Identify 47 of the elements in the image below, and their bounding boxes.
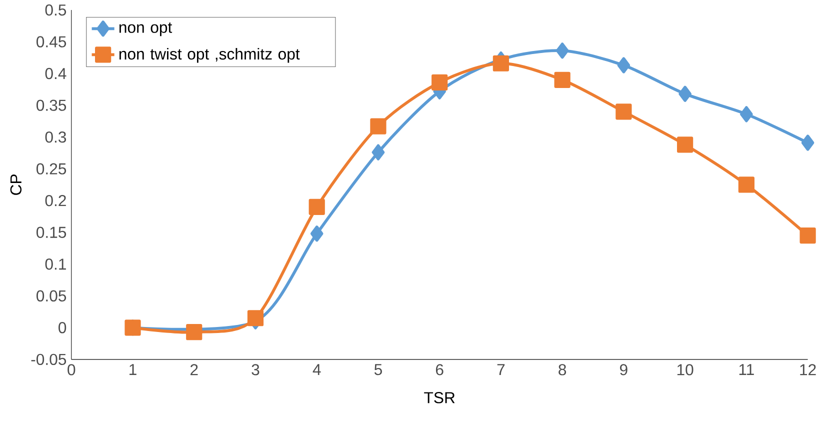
x-tick-label: 2: [190, 364, 198, 376]
x-tick-label: 1: [130, 364, 136, 375]
x-tick-label: 10: [677, 364, 694, 376]
x-tick-label: 3: [252, 364, 260, 376]
x-tick-label: 5: [374, 364, 382, 376]
y-tick-label: 0.5: [45, 4, 66, 16]
point: [492, 55, 510, 72]
y-tick-label: 0.1: [45, 258, 66, 270]
point: [432, 74, 448, 90]
y-tick-label: 0.25: [36, 163, 66, 174]
point: [186, 324, 202, 340]
legend-label: non twist opt ,schmitz opt: [119, 48, 300, 63]
point: [370, 118, 386, 134]
point: [738, 176, 754, 193]
x-tick-label: 11: [739, 364, 754, 375]
point: [556, 42, 569, 59]
legend-label: non opt: [119, 22, 172, 36]
x-tick-label: 4: [312, 364, 321, 375]
x-tick-label: 7: [497, 364, 505, 375]
point: [372, 144, 385, 160]
point: [308, 198, 325, 215]
y-tick-label: 0.35: [36, 100, 66, 111]
point: [801, 134, 814, 151]
point: [800, 227, 816, 244]
point: [740, 106, 753, 122]
x-tick-label: 6: [436, 364, 444, 376]
point: [677, 136, 694, 153]
x-tick-label: 0: [68, 364, 76, 376]
x-tick-label: 12: [800, 364, 816, 376]
y-tick-label: 0.4: [45, 68, 66, 80]
x-axis-title: TSR: [424, 392, 455, 404]
x-tick-label: 8: [558, 364, 566, 376]
y-tick-label: 0.45: [36, 36, 66, 48]
x-tick-label: 9: [620, 364, 628, 376]
y-tick-label: 0.15: [36, 226, 66, 238]
point: [554, 72, 570, 88]
point: [310, 226, 324, 242]
point: [678, 86, 692, 102]
point: [247, 310, 264, 326]
point: [616, 104, 632, 120]
y-axis-title: CP: [10, 174, 22, 195]
y-tick-label: -0.05: [31, 354, 66, 365]
y-tick-label: 0.3: [45, 131, 66, 143]
y-tick-label: 0.05: [36, 290, 66, 302]
y-tick-label: 0: [58, 322, 66, 334]
y-tick-label: 0.2: [45, 194, 66, 206]
point: [617, 57, 630, 74]
